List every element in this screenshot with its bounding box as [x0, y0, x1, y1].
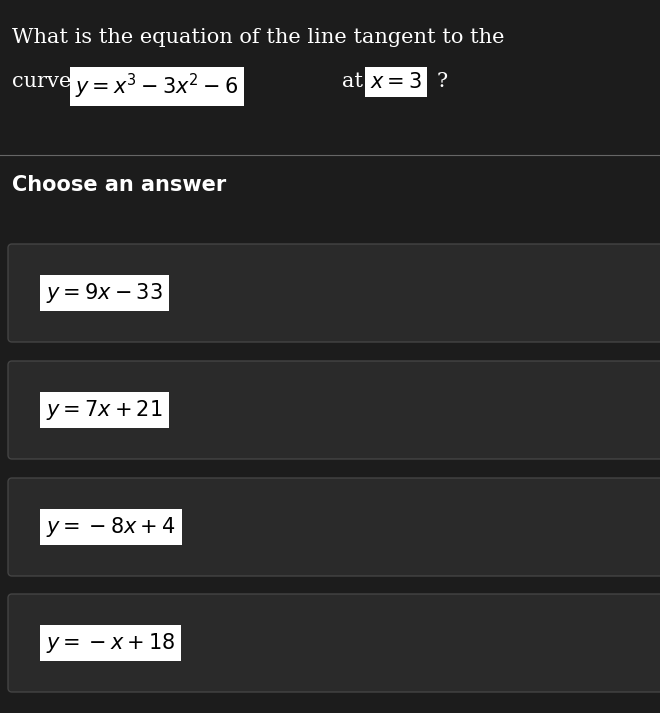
Text: $y = -x + 18$: $y = -x + 18$	[46, 631, 175, 655]
FancyBboxPatch shape	[8, 244, 660, 342]
Text: ?: ?	[437, 72, 448, 91]
Text: $y = -8x + 4$: $y = -8x + 4$	[46, 515, 176, 539]
Text: $x = 3$: $x = 3$	[370, 72, 422, 92]
FancyBboxPatch shape	[8, 478, 660, 576]
FancyBboxPatch shape	[8, 594, 660, 692]
Text: $y = x^3 - 3x^2 - 6$: $y = x^3 - 3x^2 - 6$	[75, 72, 238, 101]
Text: What is the equation of the line tangent to the: What is the equation of the line tangent…	[12, 28, 504, 47]
Text: at: at	[342, 72, 363, 91]
Text: curve: curve	[12, 72, 78, 91]
FancyBboxPatch shape	[8, 361, 660, 459]
Text: $y = 7x + 21$: $y = 7x + 21$	[46, 398, 162, 422]
Text: $y = 9x - 33$: $y = 9x - 33$	[46, 281, 162, 305]
Text: Choose an answer: Choose an answer	[12, 175, 226, 195]
